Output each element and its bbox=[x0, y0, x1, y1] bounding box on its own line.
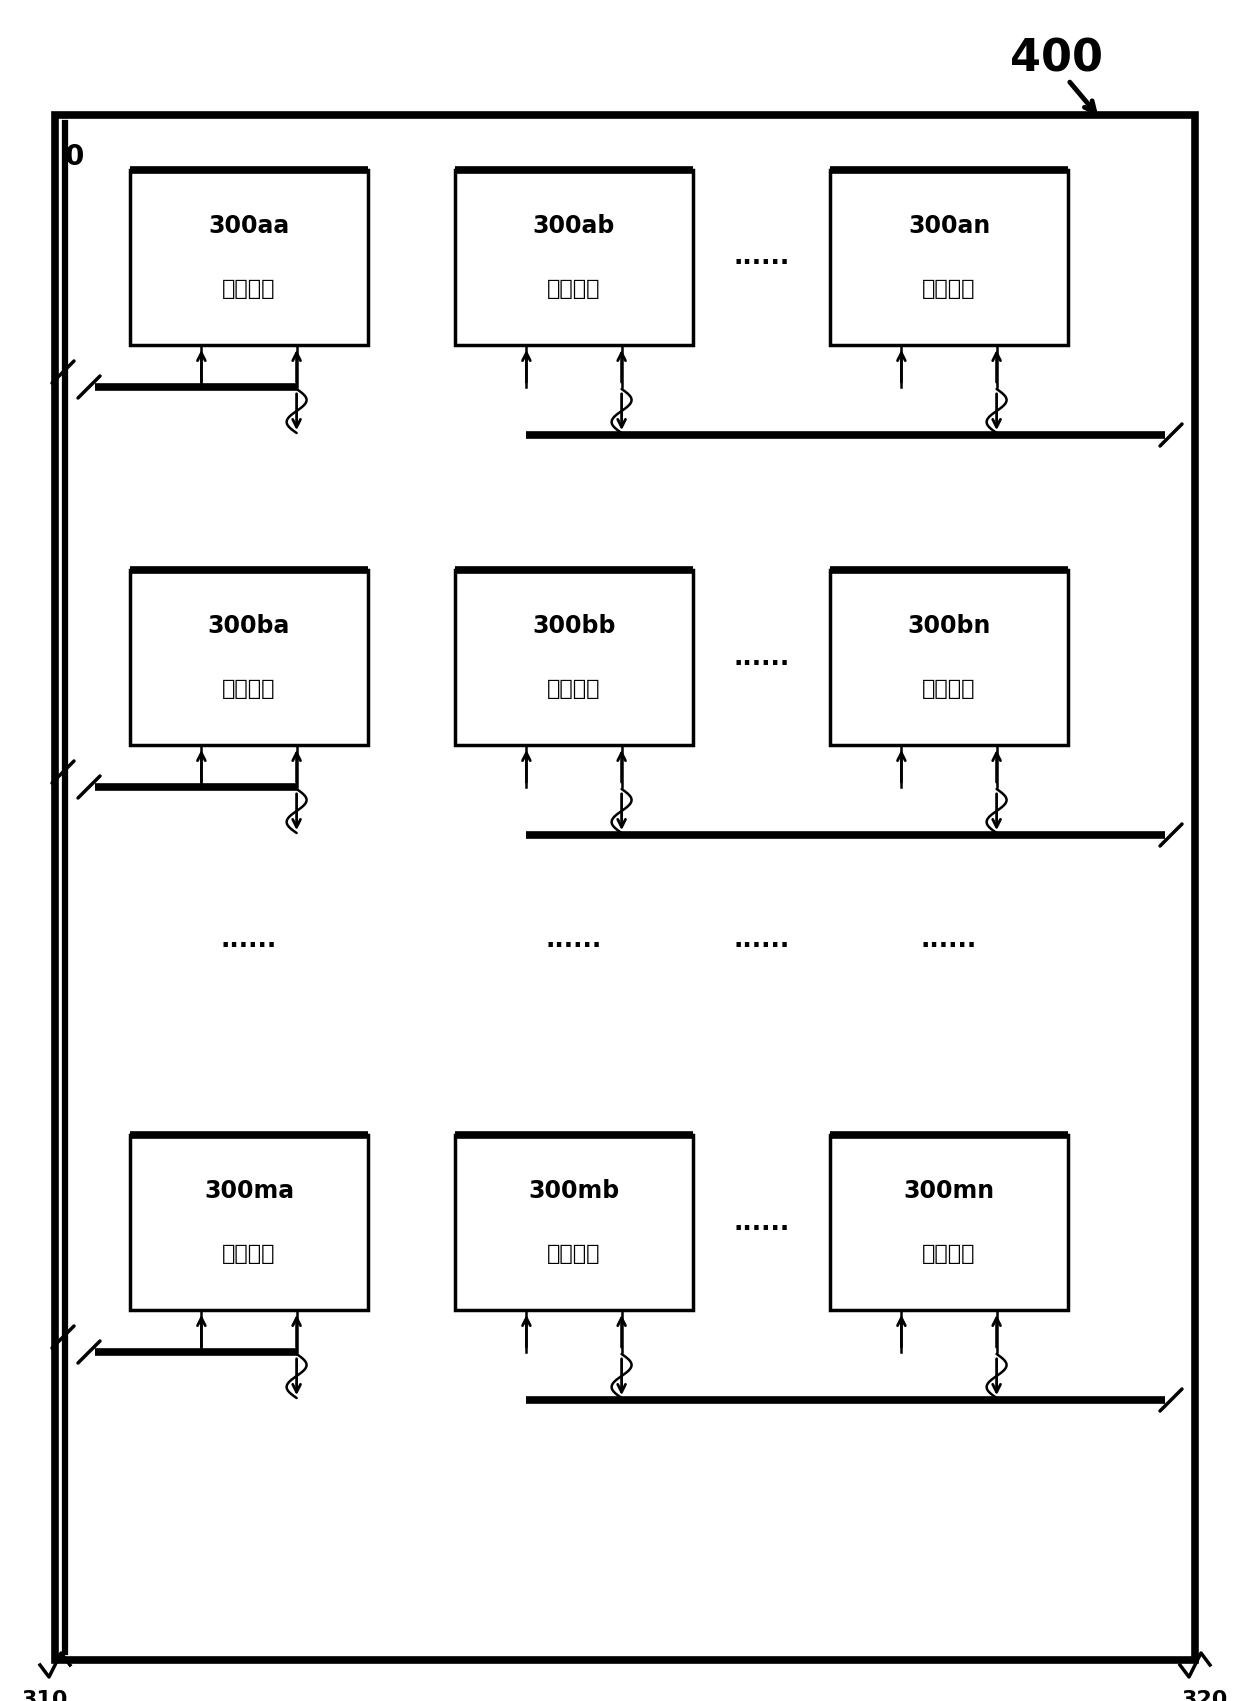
Text: 存储阵列: 存储阵列 bbox=[923, 1243, 976, 1264]
Text: ......: ...... bbox=[221, 929, 277, 953]
Bar bbox=[455, 570, 693, 745]
Text: ......: ...... bbox=[733, 929, 790, 953]
Text: 300bn: 300bn bbox=[908, 614, 991, 638]
Text: 存储阵列: 存储阵列 bbox=[547, 279, 600, 299]
Text: ......: ...... bbox=[921, 929, 977, 953]
Text: 存储阵列: 存储阵列 bbox=[923, 279, 976, 299]
Text: 300mn: 300mn bbox=[904, 1179, 994, 1203]
Text: 300ma: 300ma bbox=[203, 1179, 294, 1203]
Text: 300bb: 300bb bbox=[532, 614, 616, 638]
Text: 存储阵列: 存储阵列 bbox=[547, 1243, 600, 1264]
Text: 0: 0 bbox=[64, 143, 84, 172]
Text: 存储阵列: 存储阵列 bbox=[222, 279, 275, 299]
Bar bbox=[130, 1135, 368, 1310]
Text: ......: ...... bbox=[733, 645, 790, 670]
Bar bbox=[830, 1135, 1068, 1310]
Text: 存储阵列: 存储阵列 bbox=[222, 1243, 275, 1264]
Text: ......: ...... bbox=[733, 245, 790, 269]
Bar bbox=[130, 170, 368, 345]
Bar bbox=[455, 1135, 693, 1310]
Text: 存储阵列: 存储阵列 bbox=[923, 679, 976, 699]
Text: 存储阵列: 存储阵列 bbox=[222, 679, 275, 699]
Bar bbox=[830, 170, 1068, 345]
Bar bbox=[830, 570, 1068, 745]
Text: 400: 400 bbox=[1011, 37, 1104, 82]
Text: 300an: 300an bbox=[908, 214, 990, 238]
Text: 300aa: 300aa bbox=[208, 214, 290, 238]
Text: 300ab: 300ab bbox=[533, 214, 615, 238]
Text: 300ba: 300ba bbox=[208, 614, 290, 638]
Text: 存储阵列: 存储阵列 bbox=[547, 679, 600, 699]
Bar bbox=[455, 170, 693, 345]
Text: ......: ...... bbox=[546, 929, 603, 953]
Text: ......: ...... bbox=[733, 1211, 790, 1235]
Text: 310: 310 bbox=[22, 1691, 68, 1701]
Bar bbox=[130, 570, 368, 745]
Text: 300mb: 300mb bbox=[528, 1179, 620, 1203]
Text: 320: 320 bbox=[1182, 1691, 1228, 1701]
